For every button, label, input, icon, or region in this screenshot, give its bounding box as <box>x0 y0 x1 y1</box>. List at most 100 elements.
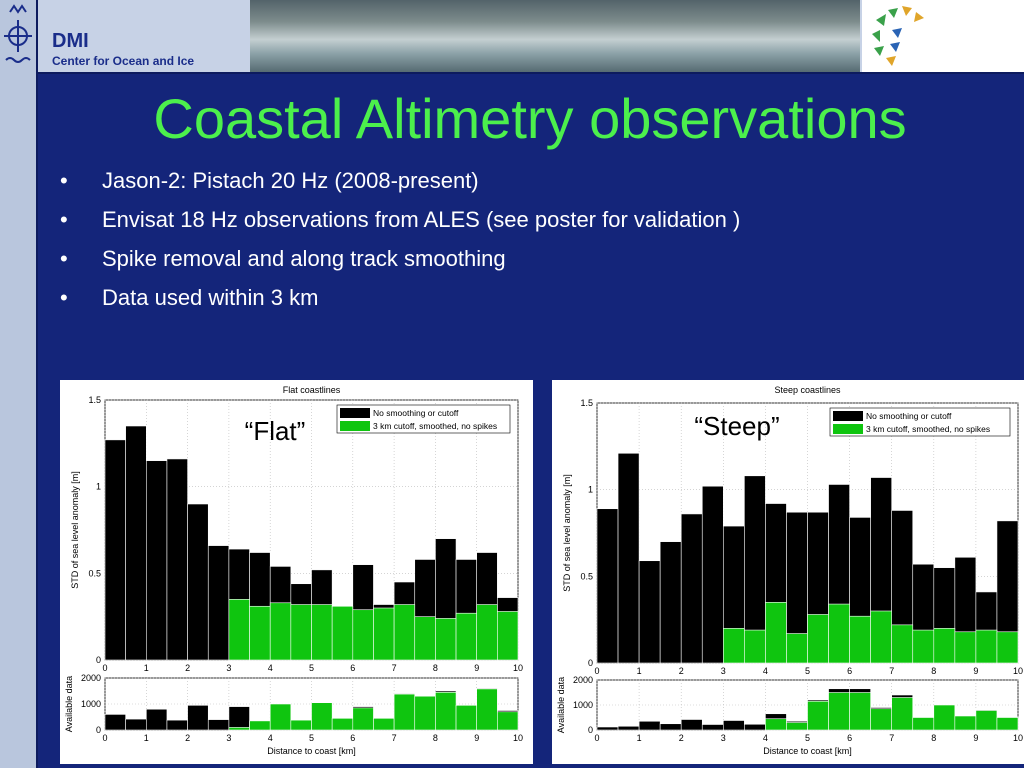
bar-smoothed <box>849 615 871 664</box>
counts-x-tick-label: 2 <box>679 733 684 743</box>
x-tick-label: 4 <box>268 663 273 673</box>
bar-smoothed <box>249 605 271 661</box>
y-axis-label: STD of sea level anomaly [m] <box>562 474 572 592</box>
counts-x-tick-label: 5 <box>805 733 810 743</box>
bar-smoothed <box>393 604 416 661</box>
bullet-item: • Jason-2: Pistach 20 Hz (2008-present) <box>60 168 740 207</box>
x-tick-label: 1 <box>637 666 642 676</box>
counts-y-tick-label: 2000 <box>573 675 593 685</box>
bullet-text: Jason-2: Pistach 20 Hz (2008-present) <box>102 168 479 193</box>
bar-smoothed <box>373 607 395 661</box>
x-tick-label: 8 <box>931 666 936 676</box>
x-tick-label: 2 <box>679 666 684 676</box>
counts-bar-smoothed <box>455 704 477 731</box>
bar-smoothed <box>352 609 374 661</box>
counts-x-tick-label: 1 <box>637 733 642 743</box>
x-axis-label: Distance to coast [km] <box>763 746 852 756</box>
counts-x-tick-label: 10 <box>1013 733 1023 743</box>
bar-smoothed <box>414 616 436 661</box>
y-tick-label: 1.5 <box>88 395 101 405</box>
legend-label: 3 km cutoff, smoothed, no spikes <box>373 421 497 431</box>
counts-bar-smoothed <box>870 708 892 731</box>
counts-bar-raw <box>104 714 126 731</box>
counts-bar-smoothed <box>414 695 436 731</box>
y-tick-label: 1 <box>96 482 101 492</box>
legend-swatch <box>833 424 863 434</box>
bar-raw <box>638 560 661 664</box>
x-tick-label: 8 <box>433 663 438 673</box>
bullet-glyph: • <box>60 207 68 232</box>
bar-smoothed <box>828 603 850 664</box>
bar-smoothed <box>269 602 292 661</box>
counts-bar-raw <box>723 720 745 731</box>
counts-bar-raw <box>125 718 147 731</box>
counts-bar-raw <box>146 708 168 731</box>
x-tick-label: 4 <box>763 666 768 676</box>
counts-x-tick-label: 4 <box>268 733 273 743</box>
counts-y-tick-label: 1000 <box>573 700 593 710</box>
x-tick-label: 7 <box>889 666 894 676</box>
bar-smoothed <box>954 631 977 664</box>
counts-y-axis-label: Available data <box>556 677 566 733</box>
x-tick-label: 6 <box>350 663 355 673</box>
counts-x-tick-label: 9 <box>973 733 978 743</box>
counts-bar-smoothed <box>249 720 271 731</box>
bar-smoothed <box>497 611 519 661</box>
x-axis-label: Distance to coast [km] <box>267 746 356 756</box>
counts-x-tick-label: 0 <box>594 733 599 743</box>
counts-bar-smoothed <box>476 688 498 731</box>
bar-smoothed <box>435 618 457 661</box>
bar-smoothed <box>807 614 829 664</box>
wave-photo <box>250 0 860 72</box>
bullet-text: Data used within 3 km <box>102 285 319 310</box>
counts-bar-smoothed <box>435 691 457 731</box>
bar-smoothed <box>996 631 1019 664</box>
chart-title: Flat coastlines <box>283 385 341 395</box>
counts-x-tick-label: 8 <box>433 733 438 743</box>
bar-raw <box>617 452 640 664</box>
counts-bar-raw <box>166 719 188 731</box>
bar-smoothed <box>933 628 956 664</box>
counts-bar-smoothed <box>912 717 935 731</box>
counts-bar-raw <box>596 726 619 731</box>
counts-x-tick-label: 10 <box>513 733 523 743</box>
x-tick-label: 0 <box>594 666 599 676</box>
counts-x-tick-label: 9 <box>474 733 479 743</box>
counts-x-tick-label: 5 <box>309 733 314 743</box>
bullet-list: • Jason-2: Pistach 20 Hz (2008-present) •… <box>60 168 740 324</box>
bar-raw <box>125 425 147 661</box>
legend-swatch <box>833 411 863 421</box>
bar-smoothed <box>870 610 892 664</box>
bar-smoothed <box>912 629 935 664</box>
x-tick-label: 3 <box>721 666 726 676</box>
counts-y-tick-label: 1000 <box>81 699 101 709</box>
legend-swatch <box>340 421 370 431</box>
counts-bar-smoothed <box>290 719 312 731</box>
bullet-item: • Envisat 18 Hz observations from ALES (s… <box>60 207 740 246</box>
counts-bar-raw <box>187 704 209 731</box>
y-tick-label: 0 <box>96 655 101 665</box>
y-tick-label: 0 <box>588 658 593 668</box>
legend-label: No smoothing or cutoff <box>373 408 459 418</box>
y-axis-label: STD of sea level anomaly [m] <box>70 471 80 589</box>
counts-bar-smoothed <box>975 710 998 731</box>
x-tick-label: 0 <box>102 663 107 673</box>
bullet-text: Envisat 18 Hz observations from ALES (se… <box>102 207 741 232</box>
slide-title: Coastal Altimetry observations <box>153 87 907 150</box>
counts-x-tick-label: 6 <box>350 733 355 743</box>
bullet-glyph: • <box>60 246 68 271</box>
counts-y-axis-label: Available data <box>64 676 74 732</box>
counts-bar-smoothed <box>311 702 333 731</box>
x-tick-label: 1 <box>144 663 149 673</box>
counts-bar-smoothed <box>497 711 519 731</box>
bullet-item: • Spike removal and along track smoothing <box>60 246 740 285</box>
counts-bar-smoothed <box>891 697 914 731</box>
counts-bar-raw <box>680 719 703 731</box>
bar-smoothed <box>290 604 312 661</box>
counts-x-tick-label: 3 <box>721 733 726 743</box>
counts-x-tick-label: 1 <box>144 733 149 743</box>
legend-swatch <box>340 408 370 418</box>
counts-bar-smoothed <box>352 707 374 731</box>
counts-x-tick-label: 8 <box>931 733 936 743</box>
